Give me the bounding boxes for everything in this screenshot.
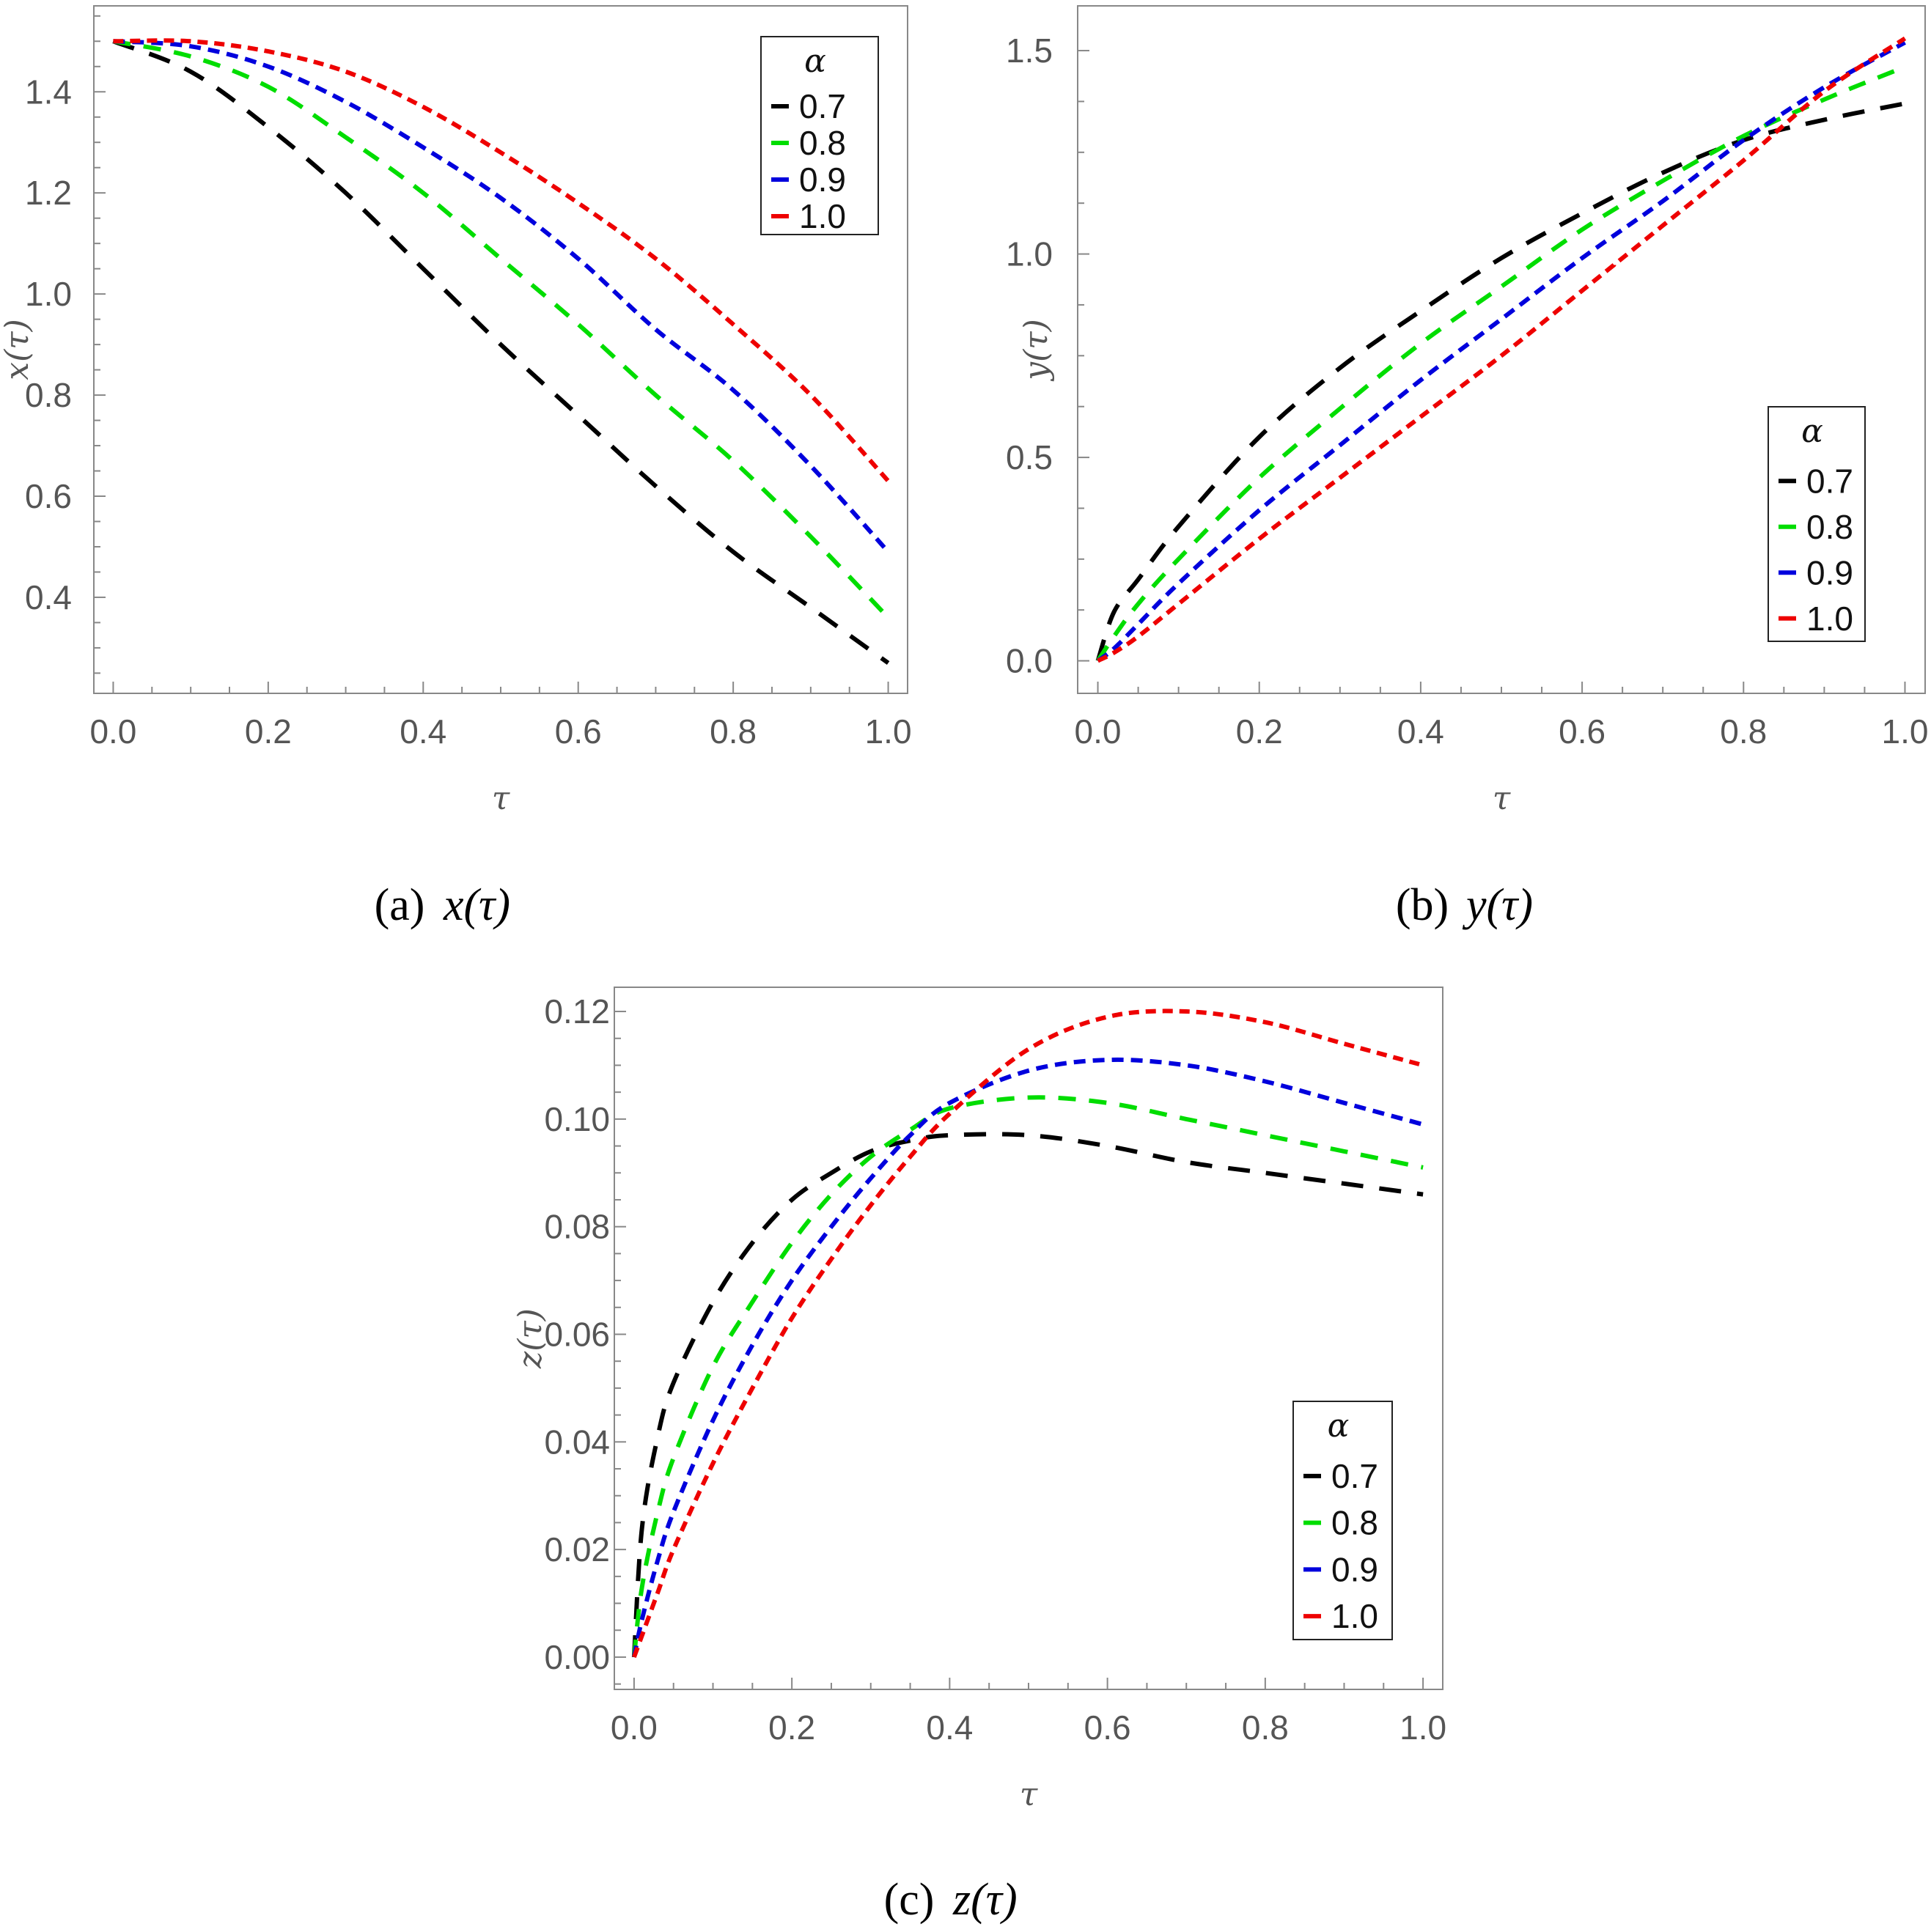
legend-title: α <box>1328 1407 1350 1445</box>
y-tick-label: 1.0 <box>1006 235 1053 273</box>
x-tick-label: 0.4 <box>1397 712 1444 751</box>
x-axis-label: τ <box>492 780 510 817</box>
caption-math: x(τ) <box>443 880 510 930</box>
panel-caption: (b) y(τ) <box>1396 880 1533 930</box>
x-axis-label: τ <box>1493 780 1511 817</box>
x-tick-label: 0.8 <box>710 712 757 751</box>
series-line-alpha-0.7 <box>631 1132 1424 1658</box>
panel-b: 0.0 0.2 0.4 0.6 0.8 1.0 0.0 0.5 1.0 1.5 τ y(τ) α 0.7 0… <box>1006 5 1928 930</box>
x-tick-label: 0.0 <box>611 1708 658 1747</box>
y-tick-label: 1.4 <box>25 73 72 111</box>
legend-entry-label: 0.7 <box>1331 1457 1378 1495</box>
x-tick-label: 0.6 <box>1559 712 1606 751</box>
y-tick-label: 0.0 <box>1006 642 1053 680</box>
x-axis-label: τ <box>1020 1776 1038 1813</box>
caption-label: (a) <box>375 880 425 930</box>
y-tick-label: 0.06 <box>544 1315 610 1353</box>
y-tick-label: 0.00 <box>544 1638 610 1676</box>
series-line-alpha-1.0 <box>1097 36 1907 663</box>
y-axis-label: x(τ) <box>0 319 36 380</box>
legend-entry-label: 0.9 <box>1331 1550 1378 1588</box>
y-tick-label: 0.08 <box>544 1208 610 1246</box>
x-tick-label: 0.2 <box>1236 712 1283 751</box>
x-tick-label: 0.0 <box>1075 712 1122 751</box>
series-line-alpha-1.0 <box>632 1009 1424 1659</box>
panel-caption: (c) z(τ) <box>884 1875 1018 1925</box>
legend-entry-label: 0.9 <box>799 161 846 199</box>
series-line-alpha-0.7 <box>112 39 890 665</box>
legend-entry-label: 1.0 <box>1331 1597 1378 1635</box>
series-line-alpha-0.9 <box>113 39 890 553</box>
series-line-alpha-0.8 <box>631 1095 1424 1658</box>
series-line-alpha-0.8 <box>112 39 890 619</box>
y-tick-label: 0.02 <box>544 1530 610 1568</box>
series-line-alpha-0.9 <box>631 1057 1424 1658</box>
y-tick-label: 0.4 <box>25 578 72 616</box>
x-tick-label: 0.2 <box>245 712 292 751</box>
y-axis-label: y(τ) <box>1018 319 1055 382</box>
legend-title: α <box>804 43 826 80</box>
caption-label: (c) <box>884 1875 935 1925</box>
legend-box <box>760 36 879 235</box>
legend-entry-label: 0.8 <box>1806 508 1853 546</box>
x-tick-label: 0.4 <box>400 712 446 751</box>
legend-entry-label: 0.9 <box>1806 553 1853 591</box>
x-tick-label: 0.2 <box>768 1708 815 1747</box>
legend-box <box>1768 406 1866 642</box>
x-tick-label: 1.0 <box>1881 712 1928 751</box>
legend-entry-label: 0.7 <box>799 87 846 125</box>
y-tick-label: 1.0 <box>25 275 72 313</box>
y-axis-label: z(τ) <box>512 1308 549 1369</box>
legend-entry-label: 0.8 <box>799 124 846 162</box>
series-line-alpha-0.8 <box>1095 64 1906 663</box>
x-tick-label: 0.8 <box>1242 1708 1289 1747</box>
x-tick-label: 0.4 <box>926 1708 973 1747</box>
legend: α 0.70.80.91.0 <box>760 36 879 235</box>
x-tick-label: 1.0 <box>1399 1708 1446 1747</box>
panel-c: 0.0 0.2 0.4 0.6 0.8 1.0 0.00 0.02 0.04 0.06 0.08 0.… <box>512 987 1446 1925</box>
legend-box <box>1292 1401 1393 1640</box>
y-tick-label: 1.5 <box>1006 32 1053 70</box>
x-tick-label: 1.0 <box>865 712 912 751</box>
y-tick-label: 1.2 <box>25 174 72 212</box>
y-tick-label: 0.6 <box>25 477 72 515</box>
panel-caption: (a) x(τ) <box>375 880 510 930</box>
y-tick-label: 0.5 <box>1006 438 1053 476</box>
caption-label: (b) <box>1396 880 1449 930</box>
x-tick-label: 0.0 <box>89 712 136 751</box>
x-tick-label: 0.6 <box>1084 1708 1131 1747</box>
x-tick-label: 0.6 <box>555 712 602 751</box>
y-tick-label: 0.10 <box>544 1100 610 1138</box>
series-line-alpha-0.9 <box>1096 40 1906 663</box>
x-tick-label: 0.8 <box>1720 712 1767 751</box>
series-line-alpha-1.0 <box>113 38 890 483</box>
panel-a: 0.0 0.2 0.4 0.6 0.8 1.0 0.4 0.6 0.8 1.0 1.2 1.4 τ x(τ… <box>0 5 912 930</box>
legend-entry-label: 0.8 <box>1331 1504 1378 1542</box>
y-tick-label: 0.8 <box>25 376 72 414</box>
caption-math: z(τ) <box>952 1875 1018 1925</box>
legend-entry-label: 1.0 <box>1806 600 1853 638</box>
y-tick-label: 0.12 <box>544 992 610 1030</box>
legend: α 0.7 0.8 0.9 1.0 <box>1292 1401 1393 1640</box>
y-tick-label: 0.04 <box>544 1423 610 1461</box>
legend-title: α <box>1801 413 1823 450</box>
caption-math: y(τ) <box>1462 880 1533 930</box>
legend-entry-label: 1.0 <box>799 197 846 235</box>
legend: α 0.7 0.8 0.9 1.0 <box>1768 406 1866 642</box>
legend-entry-label: 0.7 <box>1806 462 1853 500</box>
